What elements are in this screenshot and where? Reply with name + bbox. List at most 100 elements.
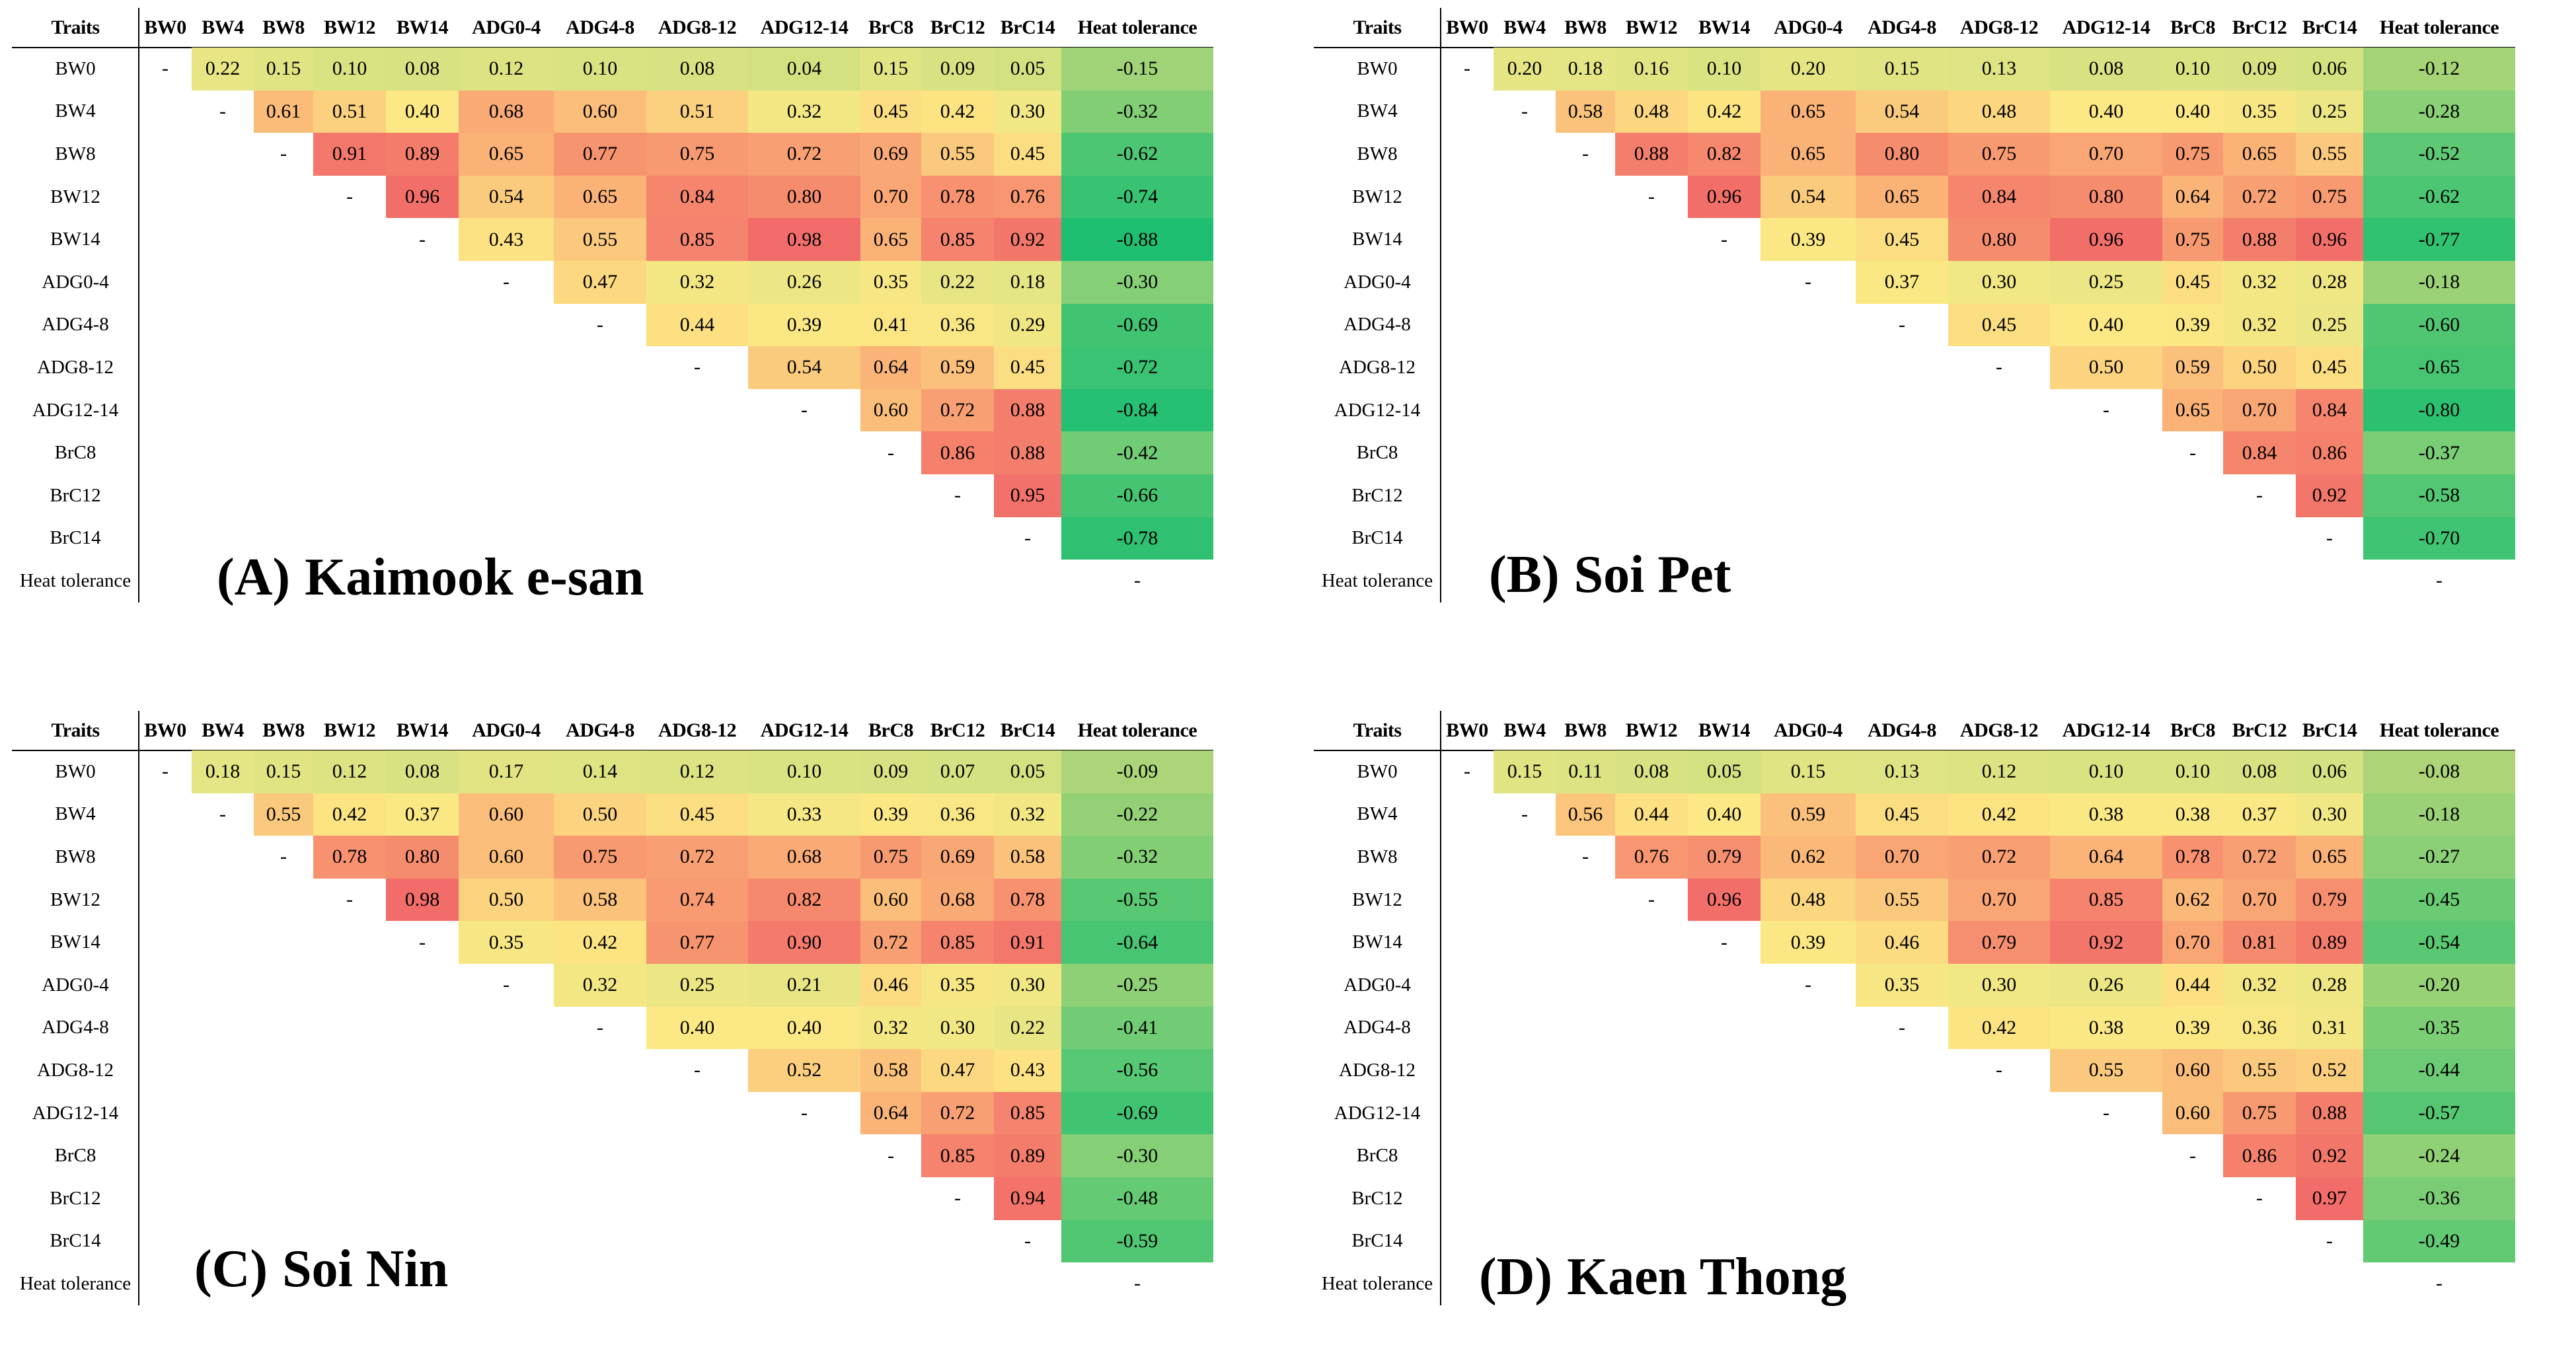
heatmap-cell: -0.52	[2363, 133, 2515, 176]
heatmap-cell: 0.08	[386, 750, 459, 793]
heatmap-cell: 0.55	[2296, 133, 2363, 176]
heatmap-cell: 0.09	[860, 750, 921, 793]
heatmap-cell: 0.42	[1948, 793, 2050, 836]
heatmap-cell: 0.40	[386, 90, 459, 133]
row-label: BrC14	[50, 1230, 101, 1252]
heatmap-cell: 0.50	[459, 878, 554, 922]
heatmap-cell: 0.52	[2296, 1049, 2363, 1092]
heatmap-cell: 0.35	[2223, 90, 2296, 133]
heatmap-cell: 0.41	[860, 303, 921, 347]
row-label: BrC8	[1356, 442, 1398, 464]
row-label: BrC12	[1351, 1187, 1403, 1209]
row-label: BW8	[55, 143, 96, 164]
corner-label: Traits	[51, 719, 100, 741]
heatmap-cell: 0.46	[860, 964, 921, 1007]
heatmap-cell: 0.94	[994, 1177, 1061, 1220]
heatmap-cell: 0.75	[2296, 175, 2363, 219]
row-label: BW4	[1357, 100, 1398, 122]
heatmap-cell: 0.60	[459, 836, 554, 879]
heatmap-cell: 0.69	[921, 836, 994, 879]
row-label: ADG8-12	[37, 356, 114, 378]
heatmap-cell: 0.30	[921, 1006, 994, 1050]
column-header: BrC12	[2232, 719, 2287, 741]
heatmap-cell: 0.78	[2162, 836, 2223, 879]
diagonal-dash: -	[1582, 143, 1589, 165]
heatmap-cell: 0.30	[994, 90, 1061, 133]
heatmap-cell: 0.09	[921, 48, 994, 91]
heatmap-cell: 0.45	[994, 133, 1061, 176]
heatmap-cell: 0.26	[748, 261, 860, 304]
heatmap-cell: 0.65	[2162, 388, 2223, 432]
column-header: ADG4-8	[566, 719, 634, 741]
heatmap-cell: 0.70	[2162, 921, 2223, 964]
column-header: BW14	[1698, 719, 1751, 741]
diagonal-dash: -	[419, 931, 426, 953]
heatmap-cell: 0.07	[921, 750, 994, 793]
heatmap-cell: 0.60	[2162, 1049, 2223, 1092]
heatmap-cell: 0.59	[2162, 346, 2223, 389]
diagonal-dash: -	[801, 1102, 808, 1124]
row-label: Heat tolerance	[19, 569, 132, 591]
heatmap-cell: -0.78	[1061, 517, 1213, 560]
column-header: BW4	[202, 17, 244, 38]
heatmap-cell: 0.75	[1948, 133, 2050, 176]
heatmap-cell: 0.55	[554, 218, 646, 261]
heatmap-cell: 0.60	[2162, 1091, 2223, 1135]
heatmap-cell: 0.70	[2223, 878, 2296, 922]
column-header: Heat tolerance	[1077, 719, 1197, 741]
column-header: BW4	[1503, 719, 1546, 741]
heatmap-cell: 0.54	[1761, 175, 1856, 219]
heatmap-cell: 0.80	[386, 836, 459, 879]
heatmap-cell: -0.56	[1061, 1049, 1213, 1092]
row-label: ADG4-8	[42, 1017, 109, 1038]
column-header: ADG0-4	[1774, 17, 1842, 38]
heatmap-cell: 0.64	[860, 1091, 921, 1135]
column-header: BrC8	[2170, 17, 2216, 38]
column-header: Heat tolerance	[1077, 17, 1197, 38]
heatmap-cell: 0.68	[921, 878, 994, 922]
row-label: BW0	[1357, 57, 1398, 79]
heatmap-cell: 0.36	[921, 303, 994, 347]
heatmap-cell: 0.92	[994, 218, 1061, 261]
column-header: BrC8	[2170, 719, 2216, 741]
heatmap-cell: 0.86	[2223, 1134, 2296, 1177]
column-header: ADG0-4	[472, 719, 541, 741]
heatmap-cell: 0.10	[313, 48, 386, 91]
heatmap-cell: -0.60	[2363, 303, 2515, 347]
heatmap-cell: 0.18	[994, 261, 1061, 304]
heatmap-cell: 0.75	[2162, 218, 2223, 261]
heatmap-cell: -0.54	[2363, 921, 2515, 964]
diagonal-dash: -	[1648, 889, 1655, 911]
heatmap-cell: 0.32	[860, 1006, 921, 1050]
diagonal-dash: -	[1464, 57, 1470, 80]
column-header: ADG4-8	[1868, 17, 1936, 38]
diagonal-dash: -	[2189, 1144, 2196, 1167]
heatmap-cell: 0.45	[994, 346, 1061, 389]
row-label: ADG4-8	[1344, 1017, 1411, 1038]
heatmap-cell: 0.60	[554, 90, 646, 133]
column-header: BW14	[396, 17, 449, 38]
heatmap-cell: 0.76	[994, 175, 1061, 219]
heatmap-cell: 0.78	[921, 175, 994, 219]
heatmap-cell: 0.17	[459, 750, 554, 793]
heatmap-cell: 0.92	[2296, 1134, 2363, 1177]
heatmap-cell: 0.42	[554, 921, 646, 964]
row-label: BW12	[50, 186, 100, 207]
column-header: BrC14	[2302, 719, 2357, 741]
heatmap-cell: 0.48	[1615, 90, 1688, 133]
panel-name: Soi Nin	[282, 1240, 449, 1298]
corner-label: Traits	[1353, 17, 1402, 38]
heatmap-cell: 0.62	[2162, 878, 2223, 922]
heatmap-cell: 0.91	[313, 133, 386, 176]
heatmap-cell: 0.22	[921, 261, 994, 304]
heatmap-cell: 0.75	[554, 836, 646, 879]
diagonal-dash: -	[1899, 1016, 1905, 1038]
heatmap-cell: 0.45	[1856, 793, 1948, 836]
heatmap-cell: 0.45	[1856, 218, 1948, 261]
row-label: ADG12-14	[1334, 399, 1421, 421]
heatmap-cell: 0.05	[1688, 750, 1761, 793]
heatmap-cell: 0.21	[748, 964, 860, 1007]
heatmap-cell: 0.88	[994, 431, 1061, 474]
heatmap-cell: 0.72	[1948, 836, 2050, 879]
diagonal-dash: -	[694, 1059, 701, 1081]
